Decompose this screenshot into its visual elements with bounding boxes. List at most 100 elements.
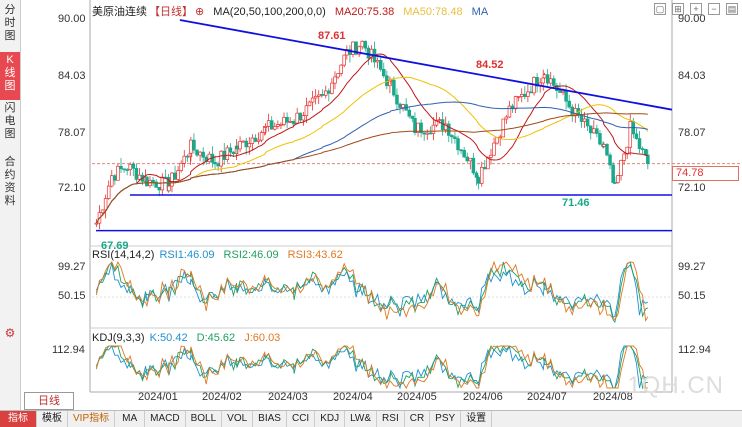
candle-body [450, 135, 454, 138]
candle-body [225, 147, 230, 160]
x-axis-label: 2024/01 [138, 391, 178, 403]
rsi3-value: RSI3:43.62 [287, 249, 343, 261]
candle-body [507, 105, 512, 118]
indicator-toolbar: 指标 模板 VIP指标 MA MACD BOLL VOL BIAS CCI KD… [0, 410, 742, 427]
candle-body [195, 149, 199, 156]
candle-body [122, 168, 126, 171]
candle-body [266, 120, 271, 127]
candle-body [592, 128, 596, 134]
candle-body [561, 90, 565, 93]
tab-flash[interactable]: 闪 电 图 [4, 102, 16, 140]
ma50-value: MA50:78.48 [403, 6, 463, 18]
candle-body [292, 122, 296, 125]
candle-body [634, 133, 639, 139]
candle-body [535, 77, 539, 87]
tab-template[interactable]: 模板 [37, 411, 68, 427]
kline-chart[interactable] [0, 0, 742, 410]
tab-timeshare[interactable]: 分 时 图 [4, 4, 16, 42]
x-axis-label: 2024/02 [202, 391, 242, 403]
tab-bias[interactable]: BIAS [253, 411, 287, 427]
instrument-title: 美原油连续 [92, 6, 147, 18]
tab-macd[interactable]: MACD [145, 411, 186, 427]
tab-vol[interactable]: VOL [222, 411, 254, 427]
candle-body [519, 93, 524, 97]
zoom-in-icon[interactable]: + [690, 3, 702, 15]
grid-icon[interactable]: ⊞ [672, 3, 684, 15]
candle-body [145, 176, 149, 187]
tab-boll[interactable]: BOLL [186, 411, 223, 427]
tab-psy[interactable]: PSY [430, 411, 462, 427]
candle-body [100, 209, 105, 213]
candle-body [173, 172, 177, 180]
candle-body [501, 118, 506, 138]
x-axis-label: 2024/04 [333, 391, 373, 403]
rsi-params: RSI(14,14,2) [92, 249, 155, 261]
kdj-j-value: J:60.03 [244, 332, 281, 344]
candle-body [119, 165, 123, 170]
main-legend: 美原油连续 【日线】 ⊕ MA(20,50,100,200,0,0) MA20:75… [92, 3, 490, 19]
tab-cr[interactable]: CR [405, 411, 431, 427]
candle-body [588, 125, 593, 134]
window-controls: ▢ ⊞ + − ▤ [654, 3, 738, 15]
candle-body [342, 54, 346, 66]
candle-body [398, 103, 402, 108]
candle-body [151, 179, 155, 183]
candle-body [419, 122, 423, 133]
candle-body [516, 96, 521, 98]
candle-body [179, 162, 183, 171]
tab-rsi[interactable]: RSI [377, 411, 405, 427]
candle-body [269, 120, 274, 130]
x-axis-label: 2024/05 [397, 391, 437, 403]
add-indicator-icon[interactable]: ⊕ [195, 6, 205, 18]
period-button[interactable]: 日线 [24, 392, 74, 410]
period-label: 【日线】 [149, 6, 193, 18]
tab-settings[interactable]: 设置 [461, 411, 493, 427]
candle-body [339, 64, 343, 74]
candle-body [366, 47, 371, 59]
rsi-legend: RSI(14,14,2) RSI1:46.09 RSI2:46.09 RSI3:… [92, 249, 345, 261]
resistance-trendline [179, 19, 673, 111]
candle-body [567, 100, 571, 108]
candle-body [628, 121, 633, 148]
kdj-d-line [95, 345, 648, 390]
left-axis-78: 78.07 [58, 127, 86, 139]
candle-body [295, 112, 299, 124]
tab-contract-info[interactable]: 合 约 资 料 [4, 156, 16, 207]
candle-body [241, 140, 245, 143]
candle-body [616, 175, 620, 183]
tab-indicator[interactable]: 指标 [0, 411, 37, 427]
tab-kline[interactable]: K 线 图 [0, 52, 20, 100]
candle-body [259, 132, 264, 141]
candle-body [526, 91, 530, 97]
tab-lw[interactable]: LW& [345, 411, 378, 427]
candle-body [288, 121, 292, 123]
first-low-label: 67.69 [101, 240, 129, 252]
candle-body [125, 169, 129, 171]
candle-body [273, 126, 277, 130]
restore-icon[interactable]: ▢ [654, 3, 666, 15]
rsi-axis-50-right: 50.15 [678, 290, 706, 302]
layout-icon[interactable]: ▤ [726, 3, 738, 15]
left-axis-84: 84.03 [58, 70, 86, 82]
candle-body [113, 175, 117, 181]
zoom-out-icon[interactable]: − [708, 3, 720, 15]
candle-body [643, 149, 648, 156]
tab-kdj[interactable]: KDJ [315, 411, 346, 427]
tab-cci[interactable]: CCI [287, 411, 316, 427]
candle-body [523, 93, 527, 97]
candle-body [276, 124, 280, 127]
candle-body [431, 124, 436, 134]
settings-gear-icon[interactable]: ⚙ [4, 326, 16, 340]
tab-ma[interactable]: MA [115, 411, 146, 427]
candle-body [479, 166, 484, 184]
candle-body [316, 94, 321, 97]
candle-body [558, 90, 562, 93]
tab-vip-indicator[interactable]: VIP指标 [68, 411, 116, 427]
high-label: 87.61 [318, 30, 346, 42]
candle-body [462, 149, 466, 158]
kdj-d-value: D:45.62 [196, 332, 236, 344]
candle-body [564, 90, 568, 102]
candle-body [94, 222, 99, 225]
axis-label-72: 72.10 [678, 182, 706, 194]
watermark: 1QH.CN [627, 372, 724, 399]
